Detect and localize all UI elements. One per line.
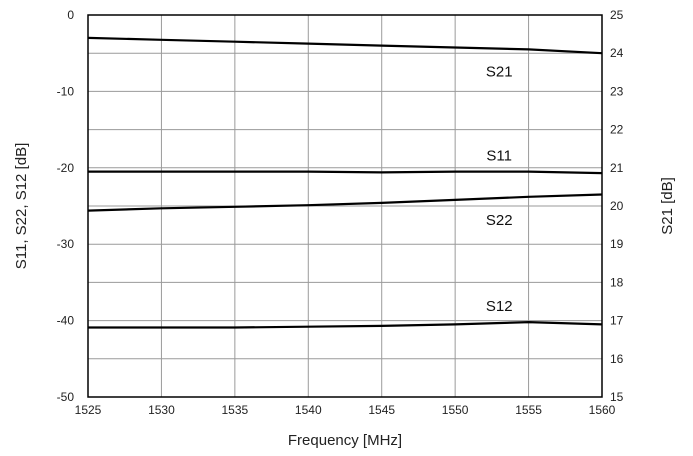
y-right-tick-label: 25 [610, 8, 624, 22]
y-right-tick-labels: 25 24 23 22 21 20 19 18 17 16 15 [610, 8, 624, 404]
series-line-s22 [87, 193, 603, 212]
series-line-s21 [87, 36, 603, 55]
y-right-tick-label: 15 [610, 390, 624, 404]
y-right-tick-label: 20 [610, 199, 624, 213]
series-label-s21: S21 [486, 64, 513, 81]
y-right-tick-label: 18 [610, 275, 624, 289]
x-tick-label: 1530 [148, 403, 175, 417]
y-left-tick-label: -50 [57, 390, 75, 404]
y-right-tick-label: 17 [610, 314, 624, 328]
grid [88, 15, 602, 397]
y-right-tick-label: 21 [610, 161, 624, 175]
y-left-tick-labels: 0 -10 -20 -30 -40 -50 [57, 8, 75, 404]
x-tick-label: 1525 [75, 403, 102, 417]
series-line-s11 [88, 170, 603, 175]
x-axis-title: Frequency [MHz] [288, 432, 402, 449]
x-tick-label: 1560 [589, 403, 616, 417]
y-right-tick-label: 16 [610, 352, 624, 366]
series-lines [87, 36, 603, 329]
series-line-s12 [88, 320, 603, 329]
y-right-tick-label: 23 [610, 84, 624, 98]
y-left-tick-label: -10 [57, 84, 75, 98]
y-right-tick-label: 22 [610, 123, 624, 137]
x-tick-label: 1555 [515, 403, 542, 417]
y-left-tick-label: 0 [67, 8, 74, 22]
series-labels: S21 S11 S22 S12 [486, 64, 513, 315]
y-left-tick-label: -40 [57, 314, 75, 328]
x-tick-label: 1550 [442, 403, 469, 417]
x-tick-labels: 1525 1530 1535 1540 1545 1550 1555 1560 [75, 403, 616, 417]
x-tick-label: 1535 [222, 403, 249, 417]
y-left-tick-label: -30 [57, 237, 75, 251]
y-right-tick-label: 19 [610, 237, 624, 251]
y-right-axis-title: S21 [dB] [659, 177, 676, 235]
x-tick-label: 1545 [368, 403, 395, 417]
plot-frame [87, 14, 603, 398]
series-label-s22: S22 [486, 212, 513, 229]
series-label-s11: S11 [486, 148, 512, 165]
y-right-tick-label: 24 [610, 46, 624, 60]
y-left-axis-title: S11, S22, S12 [dB] [13, 143, 30, 269]
y-left-tick-label: -20 [57, 161, 75, 175]
series-label-s12: S12 [486, 298, 513, 315]
x-tick-label: 1540 [295, 403, 322, 417]
